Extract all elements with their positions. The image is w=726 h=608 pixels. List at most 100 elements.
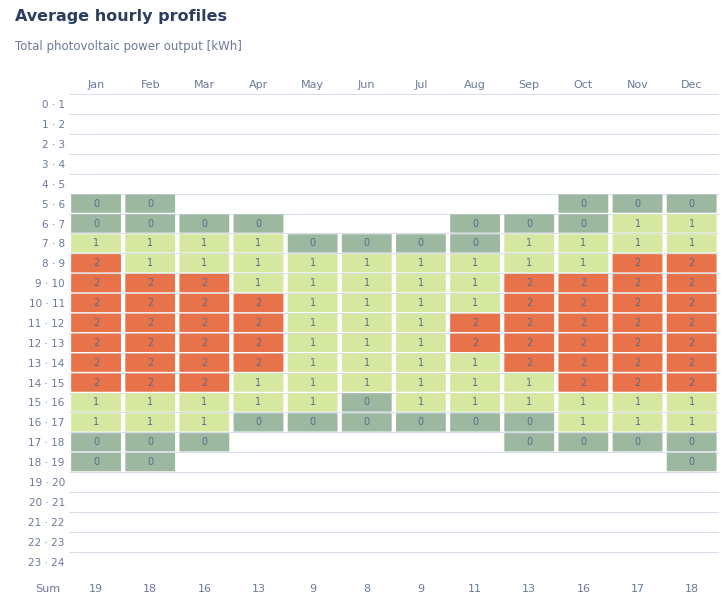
FancyBboxPatch shape [342,234,392,252]
Text: 1: 1 [472,358,478,368]
FancyBboxPatch shape [71,294,121,312]
Text: 2: 2 [635,358,640,368]
Text: 1: 1 [418,358,424,368]
FancyBboxPatch shape [613,314,662,332]
FancyBboxPatch shape [396,393,446,412]
Text: 2: 2 [580,298,587,308]
FancyBboxPatch shape [126,274,175,292]
Text: 0: 0 [526,417,532,427]
Text: 1: 1 [472,378,478,387]
Text: 9: 9 [417,584,425,595]
FancyBboxPatch shape [71,393,121,412]
Text: 2: 2 [201,298,208,308]
FancyBboxPatch shape [666,413,717,432]
Text: 0: 0 [526,218,532,229]
FancyBboxPatch shape [71,254,121,272]
Text: 1: 1 [418,258,424,268]
FancyBboxPatch shape [396,314,446,332]
FancyBboxPatch shape [126,294,175,312]
Text: 1: 1 [418,298,424,308]
FancyBboxPatch shape [505,334,554,352]
Text: 2: 2 [688,258,695,268]
Text: 1: 1 [688,218,695,229]
Text: 1: 1 [688,238,695,249]
Text: 1: 1 [472,278,478,288]
Text: 2: 2 [635,258,640,268]
FancyBboxPatch shape [179,254,229,272]
FancyBboxPatch shape [179,334,229,352]
FancyBboxPatch shape [396,254,446,272]
FancyBboxPatch shape [342,314,392,332]
Text: 0: 0 [93,437,99,447]
Text: 0: 0 [256,218,261,229]
Text: 2: 2 [147,378,153,387]
FancyBboxPatch shape [342,354,392,372]
Text: 2: 2 [147,298,153,308]
FancyBboxPatch shape [287,234,338,252]
Text: 2: 2 [688,338,695,348]
Text: 0: 0 [147,457,153,467]
Text: 1: 1 [309,358,316,368]
Text: 2: 2 [580,378,587,387]
Text: 1: 1 [309,298,316,308]
Text: 1: 1 [364,378,370,387]
Text: 2: 2 [635,278,640,288]
FancyBboxPatch shape [396,354,446,372]
Text: 2: 2 [93,298,99,308]
Text: 2: 2 [93,258,99,268]
FancyBboxPatch shape [450,334,500,352]
FancyBboxPatch shape [450,413,500,432]
Text: 16: 16 [576,584,590,595]
Text: 1: 1 [309,278,316,288]
FancyBboxPatch shape [613,234,662,252]
FancyBboxPatch shape [287,354,338,372]
FancyBboxPatch shape [71,195,121,213]
Text: 0: 0 [364,238,370,249]
Text: 0: 0 [147,199,153,209]
FancyBboxPatch shape [613,274,662,292]
FancyBboxPatch shape [234,274,283,292]
FancyBboxPatch shape [613,373,662,392]
Text: 2: 2 [93,338,99,348]
Text: 2: 2 [472,318,478,328]
Text: 2: 2 [147,338,153,348]
Text: 2: 2 [472,338,478,348]
Text: 1: 1 [256,378,261,387]
Text: 2: 2 [147,318,153,328]
FancyBboxPatch shape [558,413,608,432]
Text: 1: 1 [256,398,261,407]
Text: 1: 1 [256,278,261,288]
FancyBboxPatch shape [666,254,717,272]
Text: 13: 13 [251,584,266,595]
FancyBboxPatch shape [71,334,121,352]
Text: 1: 1 [147,238,153,249]
FancyBboxPatch shape [234,254,283,272]
Text: 1: 1 [635,218,640,229]
FancyBboxPatch shape [179,294,229,312]
Text: 2: 2 [201,378,208,387]
Text: 2: 2 [147,278,153,288]
FancyBboxPatch shape [450,274,500,292]
Text: 1: 1 [93,238,99,249]
Text: 2: 2 [256,318,261,328]
Text: 1: 1 [309,398,316,407]
Text: 1: 1 [93,398,99,407]
Text: 18: 18 [143,584,158,595]
FancyBboxPatch shape [450,373,500,392]
Text: 1: 1 [309,378,316,387]
FancyBboxPatch shape [558,433,608,451]
Text: 0: 0 [580,218,587,229]
Text: 2: 2 [580,278,587,288]
FancyBboxPatch shape [342,254,392,272]
Text: 0: 0 [93,218,99,229]
Text: 0: 0 [688,437,695,447]
Text: 1: 1 [580,258,587,268]
Text: 1: 1 [147,398,153,407]
FancyBboxPatch shape [505,433,554,451]
FancyBboxPatch shape [71,354,121,372]
FancyBboxPatch shape [126,254,175,272]
FancyBboxPatch shape [558,195,608,213]
Text: 2: 2 [635,378,640,387]
FancyBboxPatch shape [505,314,554,332]
Text: 1: 1 [580,417,587,427]
